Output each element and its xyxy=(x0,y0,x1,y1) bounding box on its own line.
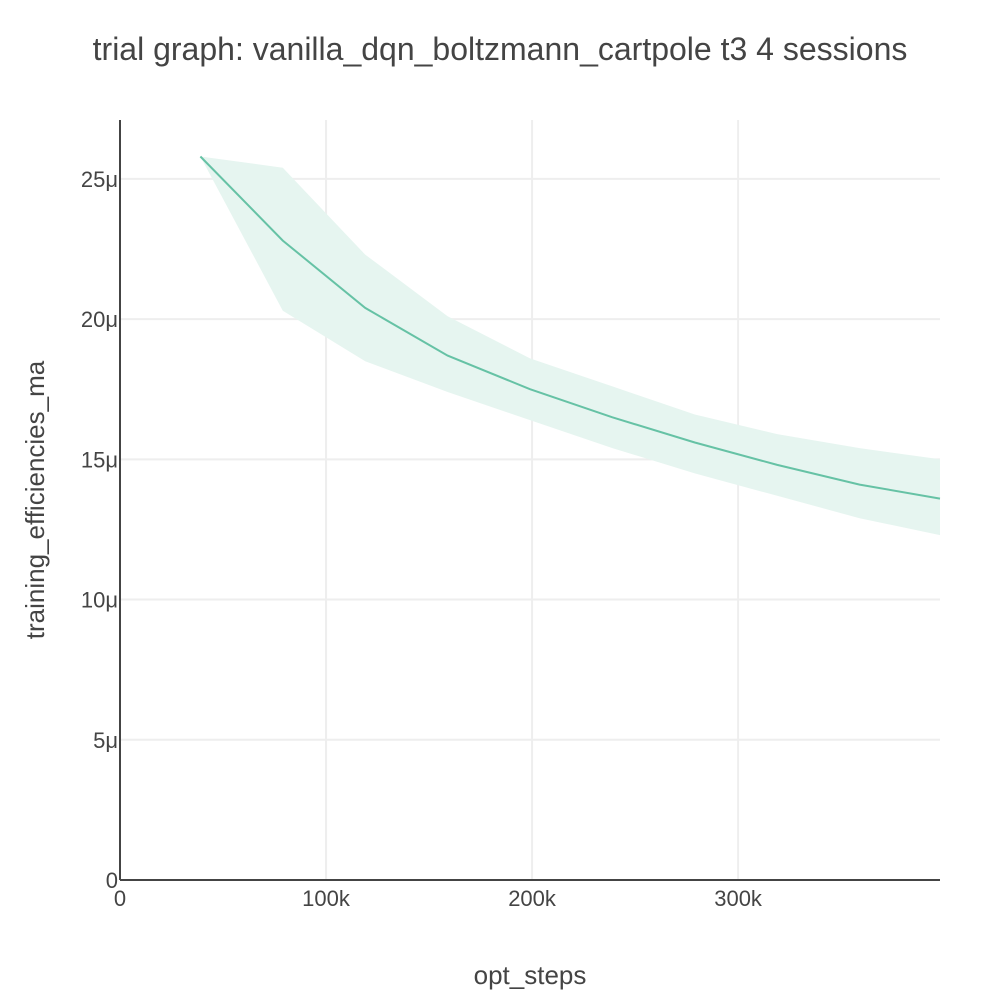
axis-layer xyxy=(119,120,940,881)
x-axis-label: opt_steps xyxy=(474,960,587,990)
series-line-layer xyxy=(199,155,941,500)
y-tick-label: 20μ xyxy=(81,307,118,332)
confidence-band-layer xyxy=(200,156,940,536)
tick-label-layer: 0 5μ 10μ 15μ 20μ 25μ 0 100k 200k 300k xyxy=(81,167,763,911)
x-tick-label: 300k xyxy=(714,886,763,911)
y-tick-label: 25μ xyxy=(81,167,118,192)
series-line xyxy=(199,155,941,500)
chart-title: trial graph: vanilla_dqn_boltzmann_cartp… xyxy=(93,31,908,67)
y-tick-label: 15μ xyxy=(81,447,118,472)
series-confidence-band xyxy=(200,156,940,536)
x-tick-label: 0 xyxy=(114,886,126,911)
x-tick-label: 100k xyxy=(302,886,351,911)
y-tick-label: 0 xyxy=(106,868,118,893)
y-axis-label: training_efficiencies_ma xyxy=(20,360,50,639)
x-tick-label: 200k xyxy=(508,886,557,911)
y-tick-label: 5μ xyxy=(93,728,118,753)
y-tick-label: 10μ xyxy=(81,588,118,613)
